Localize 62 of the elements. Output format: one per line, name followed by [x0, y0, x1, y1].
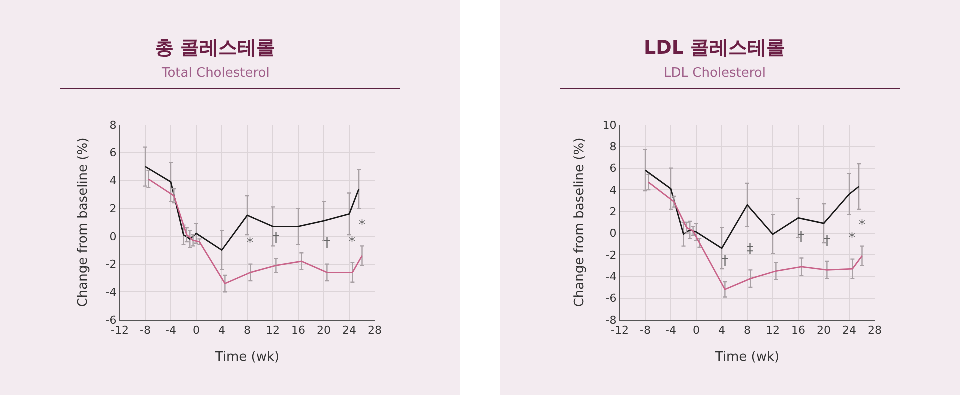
y-axis-title: Change from baseline (%) — [76, 138, 91, 308]
x-tick-label: 16 — [792, 324, 806, 338]
x-tick-label: 24 — [842, 324, 856, 338]
x-tick-label: -12 — [611, 324, 629, 338]
x-tick-label: 28 — [368, 324, 382, 338]
annotation: † — [824, 234, 831, 249]
annotation: † — [798, 230, 805, 245]
annotation: * — [859, 218, 866, 233]
x-tick-label: -8 — [640, 324, 651, 338]
x-tick-label: 20 — [817, 324, 831, 338]
y-tick-label: 2 — [610, 206, 617, 219]
y-tick-label: 6 — [110, 146, 117, 160]
x-tick-label: 28 — [868, 324, 882, 338]
annotation: * — [359, 218, 366, 233]
y-tick-label: 6 — [610, 162, 617, 176]
y-tick-label: -6 — [606, 292, 617, 306]
y-tick-label: 0 — [610, 227, 617, 240]
x-tick-label: 12 — [266, 324, 280, 338]
y-tick-label: 8 — [610, 140, 617, 154]
x-tick-label: -4 — [666, 324, 676, 338]
annotation: † — [324, 236, 331, 251]
annotation: * — [349, 235, 356, 250]
x-tick-label: 20 — [317, 324, 331, 338]
x-tick-label: 8 — [244, 324, 251, 338]
annotation: * — [247, 236, 254, 251]
chart-subtitle: Total Cholesterol — [161, 66, 270, 81]
y-tick-label: 4 — [110, 174, 117, 188]
y-tick-label: 8 — [110, 118, 117, 132]
annotation: ‡ — [747, 242, 754, 257]
line-series — [648, 182, 863, 290]
x-tick-label: 8 — [744, 324, 751, 338]
x-tick-label: 0 — [193, 324, 200, 338]
x-tick-label: 16 — [292, 324, 306, 338]
annotation: † — [273, 231, 280, 246]
x-tick-label: 12 — [766, 324, 780, 338]
y-axis-title: Change from baseline (%) — [572, 138, 588, 308]
x-axis-title: Time (wk) — [214, 350, 280, 365]
y-tick-label: -2 — [606, 248, 617, 262]
y-tick-label: 0 — [110, 230, 117, 244]
annotation: † — [722, 254, 729, 269]
chart-title: 총 콜레스테롤 — [155, 37, 276, 59]
line-series — [148, 178, 363, 284]
x-tick-label: 4 — [718, 324, 726, 338]
x-tick-label: -4 — [166, 324, 176, 338]
x-tick-label: 0 — [693, 324, 700, 338]
x-tick-label: -8 — [140, 324, 151, 338]
chart-title: LDL 콜레스테롤 — [644, 37, 786, 59]
x-axis-title: Time (wk) — [714, 350, 780, 365]
chart-subtitle: LDL Cholesterol — [664, 66, 766, 81]
y-tick-label: -6 — [106, 314, 117, 327]
annotation: * — [849, 231, 856, 246]
y-tick-label: -8 — [606, 314, 617, 327]
y-tick-label: -4 — [106, 286, 117, 299]
x-tick-label: 24 — [342, 324, 356, 338]
line-series — [144, 166, 360, 252]
y-tick-label: 2 — [110, 202, 117, 216]
y-tick-label: -2 — [106, 258, 117, 272]
y-tick-label: 10 — [602, 118, 617, 132]
y-tick-label: -4 — [606, 270, 617, 284]
x-tick-label: -12 — [111, 324, 129, 338]
y-tick-label: 4 — [610, 184, 617, 197]
x-tick-label: 4 — [218, 324, 226, 338]
